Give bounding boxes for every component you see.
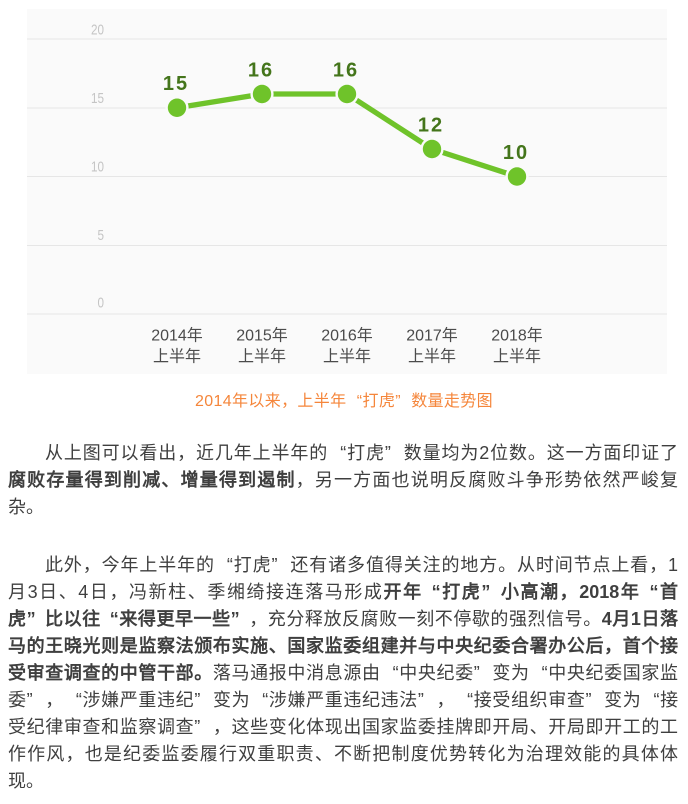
svg-text:10: 10 — [91, 159, 104, 176]
svg-text:0: 0 — [98, 295, 105, 312]
svg-text:15: 15 — [91, 90, 104, 107]
svg-text:10: 10 — [503, 142, 529, 164]
svg-text:上半年: 上半年 — [153, 348, 201, 366]
svg-text:2017年: 2017年 — [406, 327, 458, 345]
svg-text:16: 16 — [333, 60, 359, 82]
svg-text:5: 5 — [98, 227, 105, 244]
svg-text:2018年: 2018年 — [491, 327, 543, 345]
svg-text:20: 20 — [91, 22, 104, 39]
svg-text:12: 12 — [418, 115, 444, 137]
svg-text:上半年: 上半年 — [323, 348, 371, 366]
svg-text:上半年: 上半年 — [408, 348, 456, 366]
svg-text:2014年: 2014年 — [151, 327, 203, 345]
svg-text:2016年: 2016年 — [321, 327, 373, 345]
svg-text:15: 15 — [163, 73, 189, 95]
svg-text:2015年: 2015年 — [236, 327, 288, 345]
svg-text:上半年: 上半年 — [238, 348, 286, 366]
svg-text:16: 16 — [248, 60, 274, 82]
svg-text:上半年: 上半年 — [493, 348, 541, 366]
